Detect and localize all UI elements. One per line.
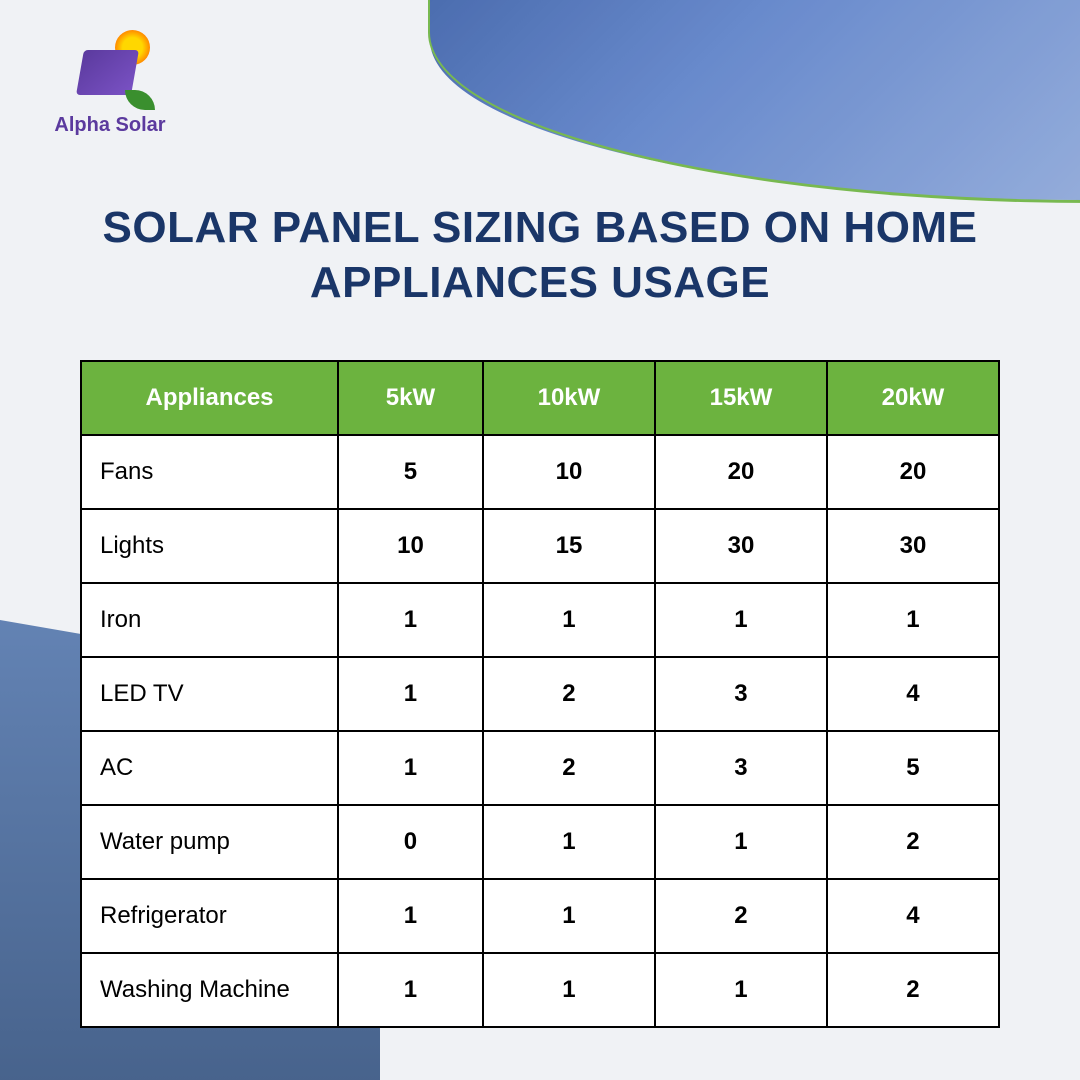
table-row: Lights10153030 [81,509,999,583]
appliance-cell: Refrigerator [81,879,338,953]
table-row: Water pump0112 [81,805,999,879]
value-cell: 1 [483,879,655,953]
value-cell: 4 [827,657,999,731]
value-cell: 0 [338,805,483,879]
leaf-icon [125,90,155,110]
value-cell: 10 [338,509,483,583]
decorative-top-curve [430,0,1080,200]
table-row: Washing Machine1112 [81,953,999,1027]
appliance-cell: Iron [81,583,338,657]
value-cell: 2 [827,953,999,1027]
value-cell: 1 [655,953,827,1027]
value-cell: 1 [338,731,483,805]
value-cell: 1 [338,657,483,731]
col-15kw: 15kW [655,361,827,435]
value-cell: 1 [827,583,999,657]
value-cell: 1 [655,805,827,879]
value-cell: 1 [338,583,483,657]
appliance-cell: LED TV [81,657,338,731]
table-row: Refrigerator1124 [81,879,999,953]
value-cell: 30 [827,509,999,583]
value-cell: 20 [655,435,827,509]
value-cell: 30 [655,509,827,583]
table-header-row: Appliances 5kW 10kW 15kW 20kW [81,361,999,435]
sizing-table: Appliances 5kW 10kW 15kW 20kW Fans510202… [80,360,1000,1028]
appliance-cell: Washing Machine [81,953,338,1027]
sizing-table-container: Appliances 5kW 10kW 15kW 20kW Fans510202… [80,360,1000,1028]
value-cell: 2 [655,879,827,953]
brand-name: Alpha Solar [30,114,190,137]
value-cell: 1 [338,953,483,1027]
value-cell: 3 [655,657,827,731]
table-row: LED TV1234 [81,657,999,731]
appliance-cell: Lights [81,509,338,583]
value-cell: 5 [338,435,483,509]
appliance-cell: AC [81,731,338,805]
col-10kw: 10kW [483,361,655,435]
appliance-cell: Fans [81,435,338,509]
value-cell: 1 [655,583,827,657]
value-cell: 15 [483,509,655,583]
value-cell: 1 [483,805,655,879]
value-cell: 10 [483,435,655,509]
appliance-cell: Water pump [81,805,338,879]
page-title: SOLAR PANEL SIZING BASED ON HOME APPLIAN… [90,200,990,310]
value-cell: 1 [338,879,483,953]
table-row: Iron1111 [81,583,999,657]
col-appliances: Appliances [81,361,338,435]
table-row: AC1235 [81,731,999,805]
value-cell: 1 [483,583,655,657]
brand-logo-icon [60,30,160,110]
value-cell: 2 [483,731,655,805]
value-cell: 2 [827,805,999,879]
table-row: Fans5102020 [81,435,999,509]
value-cell: 2 [483,657,655,731]
value-cell: 3 [655,731,827,805]
value-cell: 1 [483,953,655,1027]
col-5kw: 5kW [338,361,483,435]
col-20kw: 20kW [827,361,999,435]
solar-panel-icon [76,50,139,95]
value-cell: 4 [827,879,999,953]
value-cell: 20 [827,435,999,509]
brand-logo: Alpha Solar [30,30,190,137]
value-cell: 5 [827,731,999,805]
